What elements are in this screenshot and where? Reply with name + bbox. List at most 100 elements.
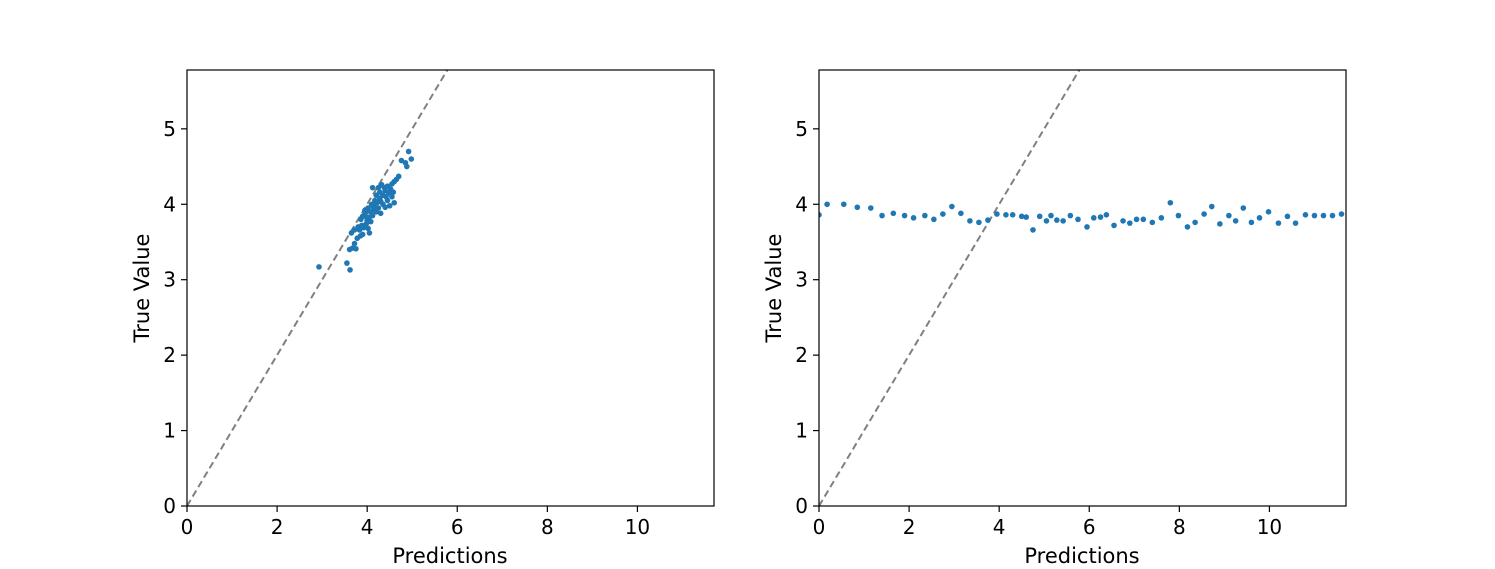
- left-y-tick-label: 0: [163, 494, 176, 518]
- right-data-point: [1090, 215, 1097, 221]
- right-data-point: [1009, 212, 1016, 218]
- left-data-point: [395, 173, 402, 180]
- left-identity-line: [187, 70, 449, 506]
- left-y-tick-label: 4: [163, 192, 176, 216]
- right-data-point: [819, 212, 822, 218]
- right-data-point: [1133, 216, 1140, 223]
- left-x-tick-label: 6: [451, 515, 464, 539]
- right-data-point: [910, 215, 917, 221]
- right-data-point: [890, 210, 897, 217]
- right-data-point: [1248, 219, 1255, 226]
- right-data-point: [1023, 214, 1029, 220]
- right-data-point: [1167, 199, 1174, 206]
- right-data-point: [1067, 212, 1074, 219]
- right-data-point: [1060, 218, 1066, 224]
- left-data-point: [344, 260, 350, 266]
- left-scatter-panel: Predictions True Value 0 2 4 6 8 10 0 1 2 3 4 5: [130, 69, 715, 568]
- left-data-point: [383, 193, 389, 200]
- right-data-point: [1184, 224, 1191, 230]
- right-identity-line: [819, 70, 1081, 506]
- right-data-point: [940, 211, 946, 217]
- right-data-point: [1284, 213, 1291, 220]
- right-data-point: [867, 205, 874, 211]
- left-x-tick-label: 2: [271, 515, 284, 539]
- right-data-point: [1338, 211, 1345, 217]
- left-data-point: [404, 163, 410, 170]
- right-x-tick-label: 6: [1083, 515, 1096, 539]
- right-data-point: [1048, 212, 1054, 219]
- right-data-point: [1275, 220, 1282, 226]
- right-data-point: [1217, 221, 1223, 227]
- right-data-point: [824, 201, 830, 208]
- left-data-point: [347, 267, 353, 273]
- right-x-tick-label: 2: [903, 515, 916, 539]
- right-data-point: [949, 203, 955, 210]
- right-data-point: [1111, 222, 1117, 229]
- right-data-point: [1292, 220, 1299, 226]
- right-data-point: [1084, 224, 1090, 230]
- left-x-tick-label: 0: [181, 515, 194, 539]
- right-data-point: [1097, 214, 1104, 220]
- left-data-point: [391, 199, 397, 206]
- right-data-point: [1075, 216, 1081, 223]
- right-data-point: [1226, 212, 1232, 219]
- left-plot-frame: [186, 69, 715, 507]
- left-data-point: [386, 202, 393, 209]
- right-data-point: [1120, 218, 1126, 224]
- left-data-point: [353, 245, 359, 252]
- right-data-point: [1201, 211, 1207, 217]
- left-x-axis-label: Predictions: [392, 544, 507, 568]
- left-data-point: [377, 198, 384, 205]
- right-data-point: [931, 216, 937, 223]
- left-data-point: [316, 264, 322, 270]
- right-plot-frame: [818, 69, 1347, 507]
- right-y-tick-label: 3: [795, 268, 808, 292]
- right-data-point: [922, 212, 928, 219]
- right-y-tick-label: 4: [795, 192, 808, 216]
- right-data-point: [1158, 215, 1165, 221]
- left-data-point: [382, 204, 388, 211]
- left-data-point: [364, 218, 370, 224]
- right-y-tick-label: 5: [795, 117, 808, 141]
- right-data-point: [1043, 218, 1050, 224]
- right-data-point: [976, 219, 982, 226]
- left-data-point: [370, 204, 377, 211]
- right-data-point: [1208, 203, 1215, 210]
- right-data-point: [958, 210, 964, 217]
- right-scatter-panel: Predictions True Value 0 2 4 6 8 10 0 1 2 3 4 5: [762, 69, 1347, 568]
- right-data-point: [1240, 205, 1247, 211]
- right-y-tick-label: 2: [795, 343, 808, 367]
- right-data-point: [1036, 213, 1043, 220]
- right-data-point: [1003, 212, 1009, 218]
- left-data-point: [389, 181, 395, 187]
- right-data-point: [1192, 219, 1198, 226]
- right-data-point: [1018, 213, 1025, 220]
- right-data-point: [1329, 212, 1336, 219]
- right-y-tick-label: 0: [795, 494, 808, 518]
- right-data-point: [1311, 212, 1318, 219]
- left-y-tick-label: 5: [163, 117, 176, 141]
- right-data-point: [840, 201, 847, 208]
- left-y-axis-label: True Value: [130, 234, 154, 344]
- left-data-point: [359, 231, 366, 238]
- left-y-tick-label: 3: [163, 268, 176, 292]
- left-data-point: [366, 230, 373, 236]
- right-data-point: [1256, 215, 1263, 221]
- right-data-point: [901, 212, 908, 219]
- left-data-point: [408, 156, 415, 162]
- right-x-axis-label: Predictions: [1024, 544, 1139, 568]
- right-data-point: [854, 204, 861, 211]
- left-data-point: [405, 148, 412, 155]
- right-x-tick-label: 0: [813, 515, 826, 539]
- right-data-point: [1302, 212, 1309, 218]
- right-y-axis-label: True Value: [762, 234, 786, 344]
- right-data-point: [967, 218, 973, 224]
- right-data-point: [1103, 212, 1110, 218]
- right-data-point: [1149, 219, 1156, 226]
- left-y-tick-label: 2: [163, 343, 176, 367]
- left-data-point: [351, 240, 358, 247]
- left-x-tick-label: 8: [541, 515, 554, 539]
- left-data-point: [365, 225, 371, 232]
